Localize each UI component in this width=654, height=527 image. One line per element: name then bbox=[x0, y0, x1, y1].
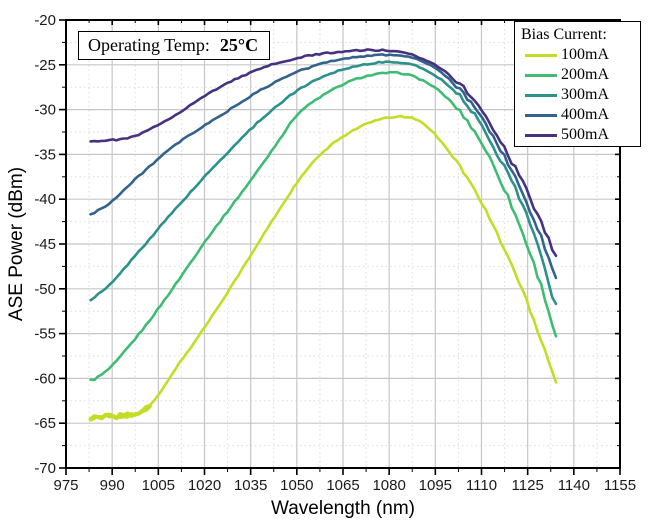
y-axis-title: ASE Power (dBm) bbox=[6, 166, 27, 322]
operating-temp-annotation: Operating Temp: 25°C bbox=[78, 31, 270, 60]
y-tick-label: -70 bbox=[34, 460, 56, 477]
legend-label-400mA: 400mA bbox=[561, 106, 609, 123]
y-tick-label: -35 bbox=[34, 146, 56, 163]
legend-title: Bias Current: bbox=[521, 26, 607, 43]
operating-temp-label: Operating Temp: bbox=[88, 35, 210, 55]
legend-label-200mA: 200mA bbox=[561, 66, 609, 83]
axis-ticks bbox=[59, 19, 621, 475]
x-tick-label: 975 bbox=[53, 477, 78, 494]
y-tick-label: -65 bbox=[34, 415, 56, 432]
y-tick-label: -60 bbox=[34, 370, 56, 387]
legend-item-400mA: 400mA bbox=[521, 105, 640, 125]
legend-item-100mA: 100mA bbox=[521, 45, 640, 65]
x-tick-label: 1140 bbox=[558, 477, 590, 494]
curve-500mA bbox=[89, 48, 558, 258]
y-tick-label: -20 bbox=[34, 12, 56, 29]
legend-label-100mA: 100mA bbox=[561, 46, 609, 63]
y-tick-label: -25 bbox=[34, 57, 56, 74]
curve-100mA bbox=[89, 114, 558, 422]
curves bbox=[88, 48, 558, 422]
x-tick-label: 990 bbox=[100, 477, 125, 494]
x-tick-label: 1080 bbox=[372, 477, 405, 494]
legend-swatch-200mA bbox=[525, 73, 557, 77]
x-tick-label: 1035 bbox=[234, 477, 267, 494]
x-tick-label: 1065 bbox=[326, 477, 359, 494]
curve-300mA bbox=[89, 60, 558, 306]
x-tick-label: 1005 bbox=[142, 477, 175, 494]
x-tick-label: 1110 bbox=[466, 477, 497, 494]
tick-labels: 975 990 1005 1020 1035 1050 1065 1080 1095 1110 11… bbox=[34, 12, 636, 494]
legend-swatch-300mA bbox=[525, 93, 557, 97]
x-tick-label: 1050 bbox=[280, 477, 313, 494]
curve-400mA bbox=[89, 53, 558, 280]
legend-label-300mA: 300mA bbox=[561, 86, 609, 103]
operating-temp-value: 25°C bbox=[219, 35, 259, 55]
x-tick-label: 1095 bbox=[419, 477, 452, 494]
x-tick-label: 1020 bbox=[188, 477, 221, 494]
y-tick-label: -30 bbox=[34, 102, 56, 119]
legend-items: 100mA 200mA 300mA 400mA 500mA bbox=[521, 45, 640, 145]
y-tick-label: -55 bbox=[34, 326, 56, 343]
curve-100mA-noise-band bbox=[88, 404, 152, 422]
y-tick-label: -40 bbox=[34, 191, 56, 208]
legend-label-500mA: 500mA bbox=[561, 126, 609, 143]
x-tick-label: 1125 bbox=[512, 477, 544, 494]
legend-item-500mA: 500mA bbox=[521, 125, 640, 145]
legend-item-300mA: 300mA bbox=[521, 85, 640, 105]
legend-swatch-400mA bbox=[525, 113, 557, 117]
y-tick-label: -50 bbox=[34, 281, 56, 298]
legend-item-200mA: 200mA bbox=[521, 65, 640, 85]
legend: Bias Current: 100mA 200mA 300mA 400mA 500mA bbox=[514, 21, 641, 147]
x-tick-label: 1155 bbox=[604, 477, 636, 494]
legend-swatch-100mA bbox=[525, 53, 557, 57]
x-axis-title: Wavelength (nm) bbox=[271, 498, 415, 519]
curve-200mA bbox=[89, 70, 558, 382]
legend-swatch-500mA bbox=[525, 133, 557, 137]
y-tick-label: -45 bbox=[34, 236, 56, 253]
